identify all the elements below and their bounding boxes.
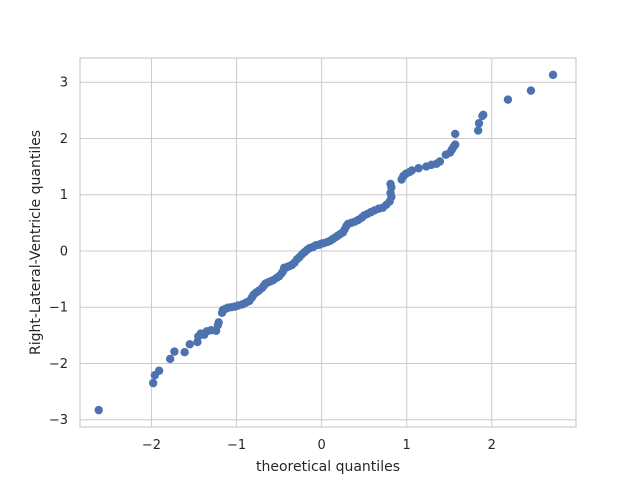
- data-point: [154, 366, 164, 375]
- data-point: [148, 378, 158, 388]
- x-axis-label: theoretical quantiles: [256, 459, 400, 475]
- plot-frame: [79, 57, 577, 428]
- data-points: [94, 70, 558, 415]
- y-tick-label: 0: [60, 244, 68, 259]
- y-tick-label: −2: [49, 357, 68, 372]
- x-tick-labels: −2 −1 0 1 2: [142, 438, 496, 453]
- data-point: [473, 126, 483, 135]
- x-tick-label: 0: [317, 438, 325, 453]
- x-tick-label: 1: [403, 438, 411, 453]
- data-point: [435, 157, 445, 166]
- grid: [80, 58, 576, 427]
- data-point: [185, 340, 194, 349]
- y-tick-label: 1: [60, 188, 68, 203]
- data-point: [180, 347, 189, 357]
- data-point: [165, 354, 175, 364]
- data-point: [526, 86, 536, 95]
- y-tick-labels: −3 −2 −1 0 1 2 3: [49, 76, 68, 429]
- y-axis-label: Right-Lateral-Ventricle quantiles: [28, 130, 44, 355]
- y-tick-label: 2: [60, 132, 68, 147]
- data-point: [503, 95, 513, 104]
- data-point: [450, 129, 460, 139]
- data-point: [414, 164, 423, 173]
- x-tick-label: −1: [227, 438, 246, 453]
- data-point: [170, 347, 179, 356]
- y-tick-label: −3: [49, 413, 68, 428]
- data-point: [548, 70, 558, 80]
- x-tick-label: 2: [488, 438, 496, 453]
- data-point: [474, 119, 484, 128]
- x-tick-label: −2: [142, 438, 161, 453]
- data-point: [479, 110, 488, 120]
- data-point: [407, 166, 417, 175]
- data-point: [214, 318, 223, 327]
- y-tick-label: −1: [49, 301, 68, 316]
- data-point: [386, 179, 395, 189]
- data-point: [94, 405, 103, 415]
- y-tick-label: 3: [60, 76, 68, 91]
- data-point: [450, 140, 460, 149]
